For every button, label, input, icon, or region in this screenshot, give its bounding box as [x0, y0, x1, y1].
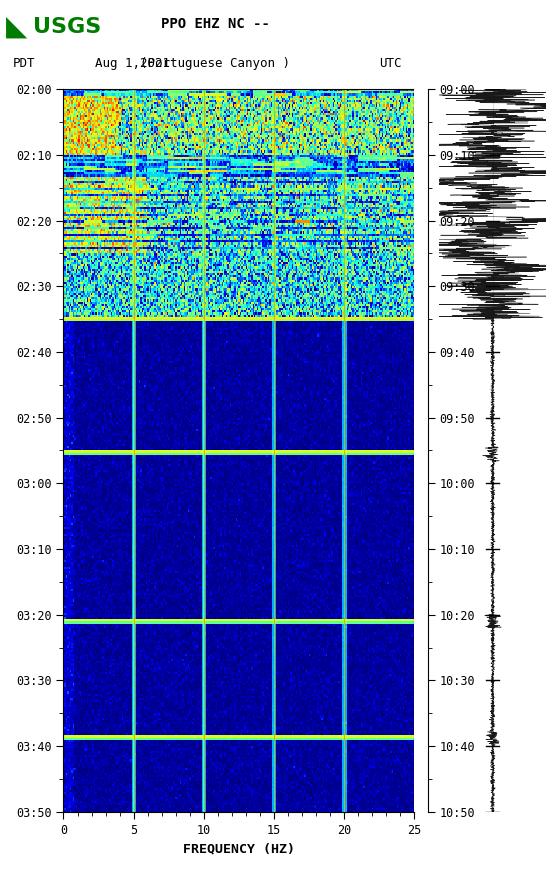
Text: ◣: ◣ [6, 12, 27, 41]
Text: PPO EHZ NC --: PPO EHZ NC -- [161, 17, 270, 31]
Text: USGS: USGS [33, 17, 102, 37]
Text: Aug 1,2021: Aug 1,2021 [95, 57, 169, 70]
Text: PDT: PDT [13, 57, 35, 70]
Text: (Portuguese Canyon ): (Portuguese Canyon ) [140, 57, 290, 70]
Text: UTC: UTC [379, 57, 401, 70]
X-axis label: FREQUENCY (HZ): FREQUENCY (HZ) [183, 842, 295, 855]
